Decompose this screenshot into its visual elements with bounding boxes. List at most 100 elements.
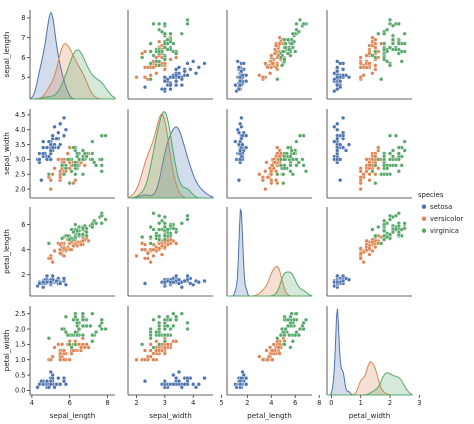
data-point-versicolor — [159, 252, 165, 257]
data-point-virginica — [77, 157, 82, 162]
data-point-setosa — [341, 73, 346, 78]
data-point-virginica — [396, 51, 401, 56]
data-point-virginica — [393, 47, 398, 52]
data-point-virginica — [402, 221, 407, 226]
data-point-virginica — [75, 154, 80, 159]
data-point-versicolor — [73, 178, 78, 183]
data-point-setosa — [236, 178, 242, 183]
data-point-setosa — [142, 379, 148, 384]
data-point-virginica — [289, 148, 294, 153]
data-point-virginica — [154, 59, 159, 64]
data-point-virginica — [157, 227, 162, 232]
data-point-virginica — [396, 21, 401, 26]
data-point-setosa — [46, 154, 51, 159]
data-point-virginica — [162, 333, 167, 338]
data-point-setosa — [335, 121, 340, 126]
data-point-virginica — [84, 233, 89, 238]
data-point-virginica — [94, 163, 99, 168]
data-point-versicolor — [162, 345, 167, 350]
data-point-setosa — [168, 83, 173, 88]
data-point-versicolor — [367, 178, 372, 183]
data-point-versicolor — [151, 65, 156, 70]
data-point-virginica — [185, 326, 190, 332]
data-point-setosa — [52, 124, 57, 129]
data-point-setosa — [35, 385, 40, 390]
data-point-virginica — [99, 213, 104, 218]
data-point-virginica — [148, 61, 153, 66]
data-point-virginica — [94, 329, 99, 335]
data-point-setosa — [41, 151, 46, 156]
data-point-setosa — [196, 65, 201, 70]
data-point-virginica — [90, 339, 95, 344]
data-point-versicolor — [270, 163, 275, 168]
data-point-virginica — [379, 77, 384, 82]
data-point-setosa — [185, 376, 190, 381]
data-point-setosa — [61, 133, 67, 138]
legend-entry-virginica: virginica — [421, 227, 459, 235]
data-point-versicolor — [358, 187, 363, 192]
data-point-versicolor — [145, 251, 150, 256]
y-tick-label: 0.0 — [15, 387, 26, 395]
data-point-setosa — [41, 285, 46, 290]
data-point-versicolor — [260, 75, 266, 80]
data-point-virginica — [162, 41, 167, 46]
y-tick-label: 5 — [21, 74, 25, 82]
data-point-virginica — [387, 63, 393, 68]
x-axis-label-sepal_length: sepal_length — [50, 411, 96, 420]
data-point-setosa — [171, 382, 176, 387]
data-point-versicolor — [277, 351, 282, 356]
data-point-virginica — [171, 323, 176, 329]
data-point-virginica — [73, 172, 78, 177]
data-point-versicolor — [151, 247, 156, 252]
data-point-virginica — [185, 21, 190, 26]
data-point-setosa — [48, 148, 53, 153]
data-point-virginica — [71, 317, 76, 322]
data-point-setosa — [48, 369, 53, 375]
data-point-versicolor — [268, 71, 273, 76]
legend-label: versicolor — [430, 215, 463, 223]
data-point-virginica — [290, 339, 295, 344]
data-point-versicolor — [174, 55, 179, 60]
data-point-versicolor — [65, 151, 70, 156]
data-point-virginica — [69, 169, 74, 174]
y-axis-label-petal_length: petal_length — [2, 229, 11, 274]
data-point-setosa — [37, 151, 42, 156]
data-point-virginica — [294, 27, 299, 32]
data-point-setosa — [202, 376, 207, 381]
data-point-virginica — [283, 41, 288, 46]
data-point-setosa — [39, 178, 44, 183]
data-point-versicolor — [78, 242, 84, 247]
data-point-virginica — [285, 145, 291, 150]
data-point-versicolor — [269, 181, 274, 186]
data-point-setosa — [335, 280, 340, 285]
y-tick-label: 1.5 — [15, 341, 26, 349]
data-point-virginica — [387, 17, 393, 22]
data-point-virginica — [179, 221, 184, 226]
data-point-versicolor — [58, 251, 63, 256]
data-point-virginica — [171, 41, 176, 46]
data-point-virginica — [373, 163, 378, 168]
data-point-virginica — [393, 163, 398, 168]
data-point-virginica — [148, 241, 153, 246]
data-point-virginica — [382, 41, 387, 46]
data-point-virginica — [80, 333, 85, 338]
data-point-setosa — [48, 382, 53, 387]
data-point-virginica — [71, 145, 76, 150]
data-point-setosa — [176, 75, 182, 80]
data-point-virginica — [288, 169, 293, 174]
data-point-virginica — [103, 326, 108, 332]
data-point-setosa — [341, 115, 346, 120]
data-point-setosa — [162, 79, 167, 84]
data-point-versicolor — [174, 241, 179, 246]
data-point-virginica — [99, 326, 104, 332]
data-point-setosa — [244, 145, 249, 150]
data-point-versicolor — [52, 248, 57, 253]
data-point-virginica — [148, 329, 153, 335]
data-point-virginica — [67, 237, 72, 242]
data-point-virginica — [393, 213, 398, 218]
data-point-versicolor — [367, 172, 372, 177]
data-point-virginica — [174, 317, 179, 322]
data-point-virginica — [301, 163, 306, 168]
panel-sepal_length-vs-petal_length — [226, 10, 312, 100]
